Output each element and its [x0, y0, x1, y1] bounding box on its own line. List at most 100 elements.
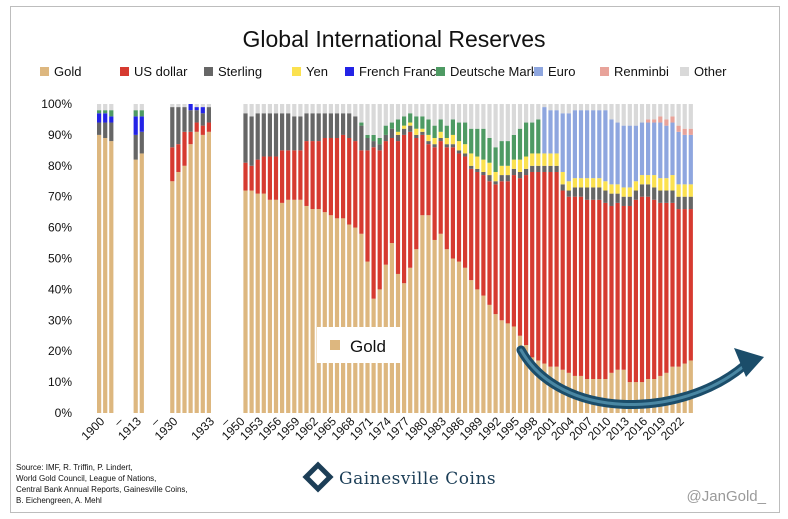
bar-1955-1 — [273, 156, 279, 200]
bar-2020-3 — [670, 175, 675, 191]
bar-2018-7 — [658, 116, 663, 123]
bar-1957-1 — [286, 150, 291, 200]
bar-1986-2 — [463, 153, 468, 157]
bar-1934-4 — [200, 107, 205, 114]
bar-1984-2 — [450, 144, 455, 148]
bar-2018-2 — [658, 190, 663, 203]
bar-1971-8 — [371, 104, 376, 135]
bar-2003-2 — [566, 190, 571, 197]
bar-2018-0 — [658, 375, 663, 413]
bar-1973-8 — [383, 104, 388, 126]
bar-1998-1 — [536, 171, 541, 361]
bar-1965-1 — [334, 137, 340, 219]
bar-1981-1 — [432, 147, 437, 240]
bar-2019-0 — [664, 372, 669, 413]
bar-1977-1 — [408, 131, 413, 268]
bar-1935-1 — [206, 122, 211, 132]
bar-1998-2 — [536, 165, 541, 172]
bar-2000-8 — [548, 104, 553, 111]
source-line: B. Eichengreen, A. Mehl — [16, 496, 102, 505]
bar-1988-3 — [475, 156, 480, 169]
bar-2012-2 — [621, 196, 626, 206]
bar-1960-0 — [304, 205, 309, 413]
bar-2004-2 — [572, 187, 577, 197]
bar-1901-0 — [109, 141, 114, 413]
legend-label-2: Sterling — [218, 64, 262, 79]
bar-1989-3 — [481, 159, 486, 172]
bar-2004-8 — [572, 104, 577, 111]
bar-1983-1 — [444, 147, 449, 250]
bar-1968-0 — [353, 227, 358, 413]
bar-1980-1 — [426, 144, 431, 216]
bar-2017-7 — [652, 119, 657, 123]
bar-1989-0 — [481, 295, 486, 413]
y-tick-label: 30% — [48, 313, 72, 327]
bar-1983-8 — [444, 104, 449, 126]
bar-1998-3 — [536, 153, 541, 166]
x-tick-label: 1933 — [188, 414, 217, 443]
bar-1979-8 — [420, 104, 425, 117]
bar-2016-7 — [646, 119, 651, 123]
bar-1956-8 — [280, 104, 285, 114]
bar-2015-6 — [639, 122, 645, 176]
y-tick-label: 50% — [48, 252, 72, 266]
bar-1955-2 — [273, 113, 279, 157]
bar-2009-2 — [603, 190, 608, 203]
bar-2019-3 — [664, 178, 669, 191]
gold-annotation-swatch — [330, 340, 340, 350]
bar-2021-7 — [676, 125, 681, 132]
legend-swatch-5 — [436, 67, 445, 76]
bar-2013-2 — [627, 196, 632, 206]
bar-2009-3 — [603, 181, 608, 191]
bar-1967-2 — [347, 113, 352, 138]
bar-1932-4 — [188, 104, 193, 111]
bar-1990-8 — [487, 104, 492, 138]
y-tick-label: 80% — [48, 159, 72, 173]
bar-2023-2 — [688, 196, 693, 210]
bar-1913-8 — [139, 104, 144, 111]
bar-2009-0 — [603, 379, 608, 413]
bar-1970-8 — [365, 104, 370, 135]
bar-1988-5 — [475, 128, 480, 157]
bar-1913-4 — [139, 116, 144, 132]
bar-2007-2 — [591, 187, 596, 200]
bar-1981-0 — [432, 239, 437, 413]
bar-1961-8 — [310, 104, 315, 114]
source-line: Central Bank Annual Reports, Gainesville… — [16, 485, 188, 494]
bar-1982-0 — [438, 233, 443, 413]
bar-2005-3 — [578, 178, 584, 188]
bar-1934-8 — [200, 104, 205, 108]
bar-2013-3 — [627, 187, 632, 197]
bar-1931-2 — [182, 107, 187, 132]
bar-2019-2 — [664, 190, 669, 203]
bar-1978-1 — [414, 137, 419, 250]
bar-1979-1 — [420, 134, 425, 216]
bar-2005-2 — [578, 187, 584, 197]
bar-1986-0 — [463, 267, 468, 413]
bar-1982-8 — [438, 104, 443, 120]
bar-1976-3 — [402, 125, 407, 129]
bar-1973-2 — [383, 134, 388, 142]
bar-2021-6 — [676, 131, 681, 185]
bar-1967-0 — [347, 224, 352, 413]
bar-1953-1 — [261, 156, 266, 194]
bar-1975-2 — [395, 134, 401, 142]
bar-1963-2 — [322, 113, 327, 138]
bar-2003-8 — [566, 104, 571, 114]
bar-2016-3 — [646, 175, 651, 185]
bar-2007-3 — [591, 178, 596, 188]
bar-1989-1 — [481, 175, 486, 296]
bar-2010-2 — [609, 193, 614, 206]
bar-1899-0 — [97, 134, 102, 413]
bar-1901-5 — [109, 110, 114, 117]
bar-1984-0 — [450, 258, 455, 413]
bar-2013-8 — [627, 104, 632, 126]
bar-1958-8 — [292, 104, 297, 117]
bar-2002-3 — [560, 171, 565, 185]
bar-1929-1 — [170, 147, 175, 182]
bar-2002-2 — [560, 184, 565, 191]
bar-2014-8 — [633, 104, 638, 126]
bar-1976-0 — [402, 283, 407, 413]
bar-1972-5 — [377, 137, 382, 145]
bar-1935-8 — [206, 104, 211, 108]
